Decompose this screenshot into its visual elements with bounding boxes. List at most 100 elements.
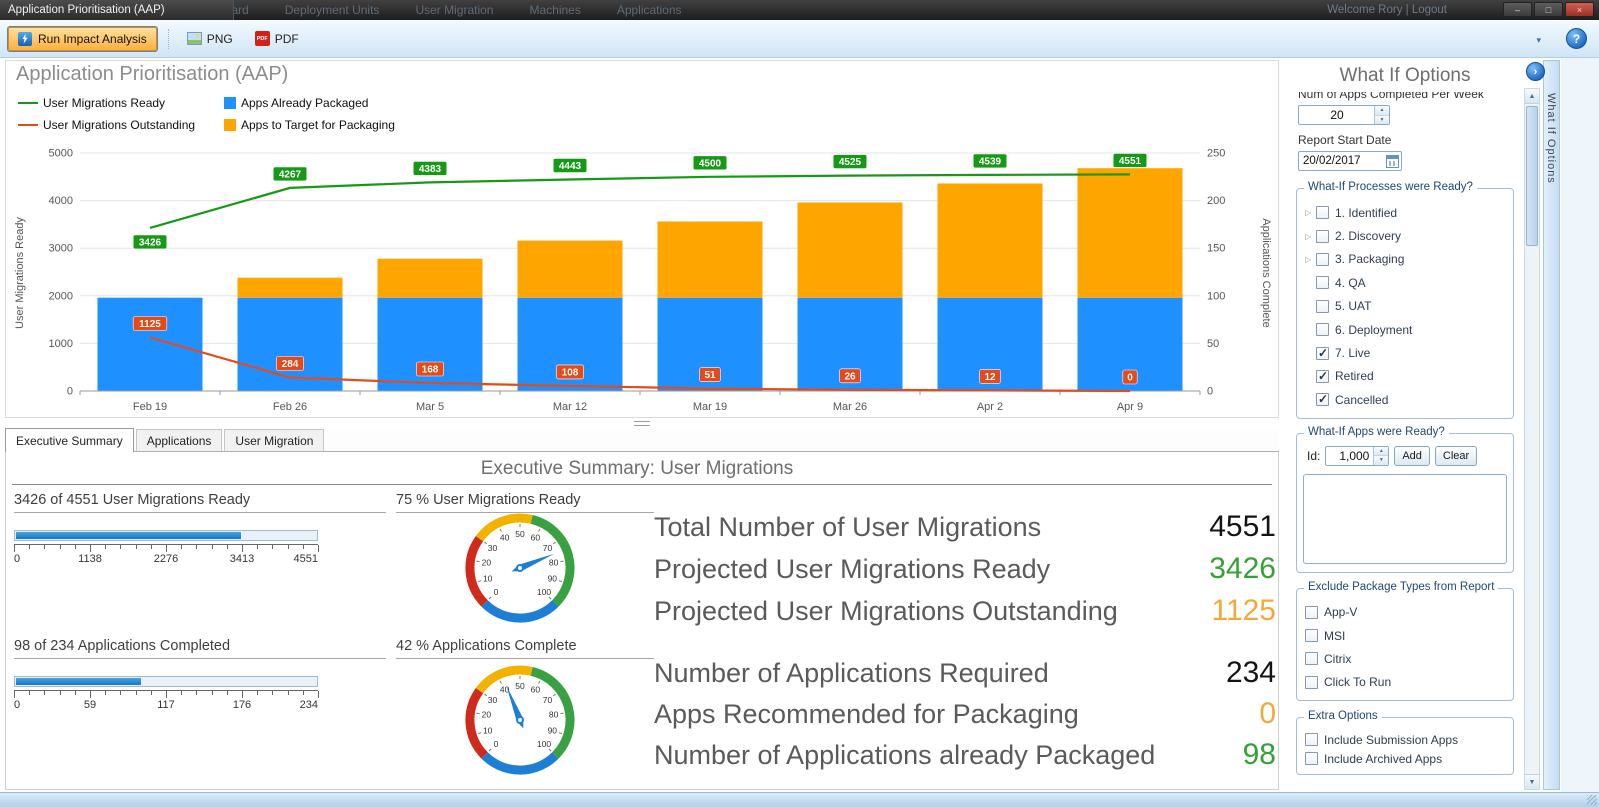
window-bottom-edge	[0, 792, 1599, 807]
what-if-panel: What If Options Num of Apps Completed Pe…	[1288, 60, 1522, 790]
nav-item[interactable]: Deployment Units	[284, 3, 380, 17]
svg-text:4551: 4551	[1119, 156, 1142, 167]
ruler-tick-icon	[211, 545, 213, 549]
what-if-side-tab[interactable]: What If Options	[1543, 60, 1560, 790]
apps-ready-listbox[interactable]	[1303, 473, 1507, 564]
scroll-down-icon[interactable]: ▼	[1525, 774, 1539, 789]
chart-panel: Application Prioritisation (AAP) User Mi…	[5, 60, 1279, 418]
id-spinner[interactable]: 1,000 ▲ ▼	[1325, 445, 1390, 466]
export-png-button[interactable]: PNG	[180, 27, 240, 51]
id-value[interactable]: 1,000	[1339, 448, 1370, 463]
svg-text:100: 100	[1207, 290, 1225, 302]
process-list: ▷ 1. Identified ▷ 2. Discovery ▷ 3. Packaging…	[1297, 189, 1513, 418]
help-button[interactable]: ?	[1566, 28, 1587, 49]
checkbox[interactable]	[1305, 733, 1318, 747]
collapse-panel-button[interactable]: ›	[1526, 62, 1545, 81]
ruler-tick-icon	[272, 691, 274, 695]
resize-grip-icon[interactable]	[1587, 795, 1597, 805]
ruler-tick-icon	[29, 545, 31, 549]
tab-executive-summary[interactable]: Executive Summary	[5, 428, 134, 452]
checkbox[interactable]	[1305, 675, 1318, 689]
ruler-tick-icon	[90, 545, 91, 552]
progress-ruler	[14, 690, 319, 698]
window-controls: – □ ×	[1503, 2, 1594, 17]
checkbox[interactable]	[1316, 206, 1329, 220]
toolbar-overflow-icon[interactable]: ▾	[1536, 35, 1541, 45]
checkbox[interactable]	[1305, 652, 1318, 666]
apps-per-week-value[interactable]: 20	[1330, 108, 1344, 122]
svg-text:150: 150	[1207, 243, 1225, 255]
add-button[interactable]: Add	[1394, 445, 1430, 466]
expander-icon[interactable]: ▷	[1305, 254, 1312, 264]
splitter-handle[interactable]	[0, 418, 1284, 428]
svg-text:0: 0	[494, 739, 499, 749]
report-start-date-value[interactable]: 20/02/2017	[1303, 155, 1361, 167]
checkbox[interactable]	[1316, 252, 1329, 266]
checkbox[interactable]	[1316, 229, 1329, 243]
run-impact-analysis-button[interactable]: Run Impact Analysis	[8, 26, 157, 51]
nav-item[interactable]: Machines	[529, 3, 581, 17]
welcome-text[interactable]: Welcome Rory | Logout	[1327, 4, 1447, 16]
svg-text:Mar 5: Mar 5	[416, 401, 444, 413]
progress-applications: 0 59 117 176 234	[14, 676, 319, 712]
maximize-button[interactable]: □	[1534, 2, 1563, 17]
checkbox[interactable]	[1316, 346, 1329, 360]
spinner-arrows: ▲ ▼	[1374, 106, 1389, 124]
calendar-icon[interactable]	[1386, 155, 1399, 168]
export-pdf-button[interactable]: PDF PDF	[248, 27, 306, 51]
checkbox[interactable]	[1305, 629, 1318, 643]
lightning-icon	[18, 31, 32, 46]
report-start-date-input[interactable]: 20/02/2017	[1298, 151, 1402, 171]
png-label: PNG	[206, 31, 233, 46]
ruler-tick-icon	[14, 691, 15, 698]
checkbox[interactable]	[1316, 369, 1329, 383]
svg-text:4539: 4539	[979, 156, 1002, 167]
clear-button[interactable]: Clear	[1434, 445, 1478, 466]
spinner-up-icon[interactable]: ▲	[1374, 446, 1389, 456]
ruler-tick-icon	[257, 691, 259, 695]
stat-label: Number of Applications already Packaged	[654, 740, 1156, 770]
apps-per-week-spinner[interactable]: 20 ▲ ▼	[1298, 105, 1390, 125]
checkbox[interactable]	[1316, 276, 1329, 290]
progress-track	[14, 530, 318, 541]
scroll-up-icon[interactable]: ▲	[1525, 89, 1539, 104]
splitter-grip-icon	[634, 420, 650, 426]
scrollbar-thumb[interactable]	[1526, 106, 1538, 246]
checkbox-label: MSI	[1324, 628, 1346, 643]
checkbox[interactable]	[1316, 299, 1329, 313]
checkbox[interactable]	[1305, 605, 1318, 619]
what-if-scroll-area: Num of Apps Completed Per Week 20 ▲ ▼ Re…	[1288, 92, 1522, 790]
svg-text:4443: 4443	[559, 161, 582, 172]
close-button[interactable]: ×	[1565, 2, 1594, 17]
legend-item: User Migrations Ready	[18, 96, 224, 110]
nav-item[interactable]: User Migration	[415, 3, 494, 17]
checkbox[interactable]	[1316, 392, 1329, 407]
svg-text:20: 20	[482, 558, 492, 568]
expander-icon[interactable]: ▷	[1305, 231, 1312, 241]
checkbox-row: Retired	[1305, 365, 1509, 388]
ruler-label: 59	[83, 699, 97, 711]
stat-value: 4551	[1209, 510, 1276, 543]
checkbox-row: MSI	[1305, 624, 1509, 647]
ruler-tick-icon	[242, 545, 243, 552]
spinner-down-icon[interactable]: ▼	[1375, 114, 1389, 124]
expander-icon[interactable]: ▷	[1305, 208, 1312, 218]
checkbox[interactable]	[1316, 323, 1329, 337]
svg-text:4267: 4267	[279, 169, 302, 180]
spinner-up-icon[interactable]: ▲	[1375, 106, 1389, 115]
minimize-button[interactable]: –	[1503, 2, 1532, 17]
tab-user-migration[interactable]: User Migration	[224, 429, 325, 451]
svg-text:100: 100	[537, 587, 551, 597]
ruler-tick-icon	[272, 545, 274, 549]
exclude-group-title: Exclude Package Types from Report	[1304, 580, 1499, 593]
checkbox-row: Include Submission Apps	[1305, 730, 1509, 749]
extra-group-title: Extra Options	[1304, 710, 1382, 723]
toolbar: Run Impact Analysis PNG PDF PDF ▾ ?	[0, 20, 1599, 58]
chart-legend: User Migrations Ready Apps Already Packag…	[18, 96, 395, 132]
nav-item[interactable]: Applications	[616, 3, 682, 17]
checkbox-row: 5. UAT	[1305, 295, 1509, 318]
spinner-down-icon[interactable]: ▼	[1374, 455, 1389, 465]
vertical-scrollbar[interactable]: ▲ ▼	[1524, 88, 1540, 790]
tab-applications[interactable]: Applications	[135, 429, 223, 451]
checkbox[interactable]	[1305, 752, 1318, 766]
